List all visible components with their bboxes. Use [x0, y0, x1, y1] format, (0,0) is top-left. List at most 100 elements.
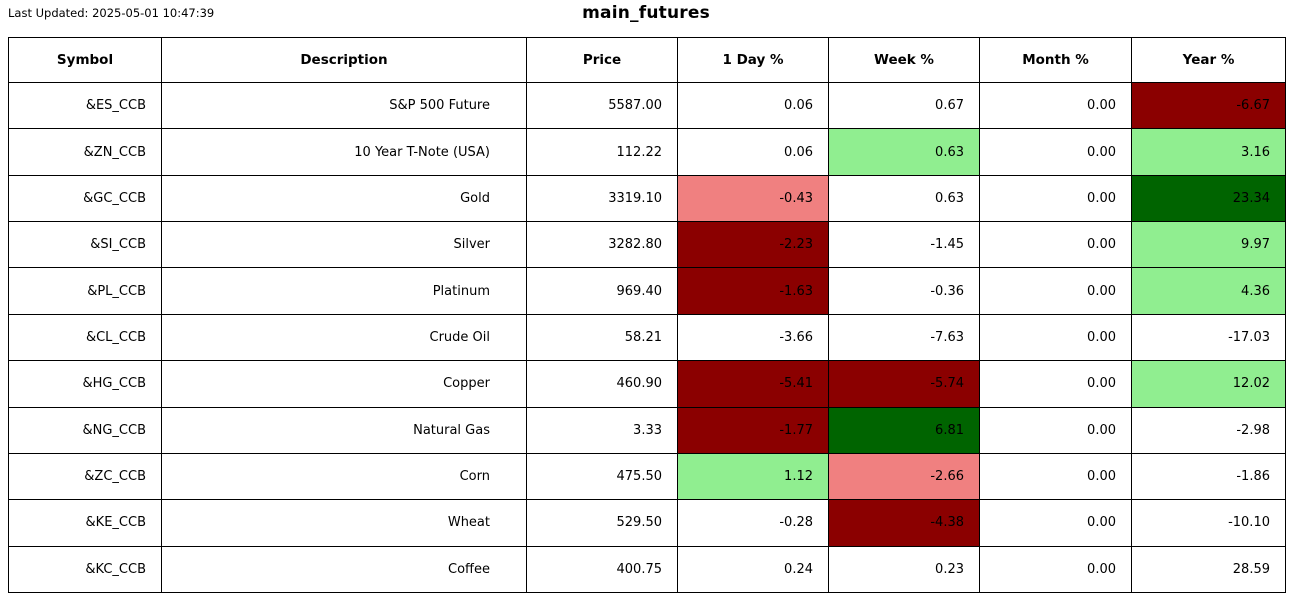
cell-symbol: &CL_CCB — [8, 313, 162, 362]
cell-year-pct: 23.34 — [1131, 174, 1286, 223]
cell-week-pct: 0.63 — [828, 128, 980, 176]
cell-week-pct: 0.23 — [828, 545, 980, 594]
cell-price: 460.90 — [526, 360, 678, 408]
cell-description: Silver — [161, 221, 527, 269]
cell-year-pct: 28.59 — [1131, 545, 1286, 594]
cell-year-pct: -1.86 — [1131, 452, 1286, 501]
cell-price: 3319.10 — [526, 174, 678, 223]
cell-price: 475.50 — [526, 452, 678, 501]
column-header-symbol: Symbol — [8, 37, 162, 83]
cell-description: Corn — [161, 452, 527, 501]
cell-day-pct: -0.28 — [677, 499, 829, 547]
table-row: &GC_CCB Gold 3319.10 -0.43 0.63 0.00 23.34 — [8, 174, 1286, 223]
cell-week-pct: -2.66 — [828, 452, 980, 501]
cell-year-pct: 12.02 — [1131, 360, 1286, 408]
cell-symbol: &HG_CCB — [8, 360, 162, 408]
cell-month-pct: 0.00 — [979, 313, 1132, 362]
cell-month-pct: 0.00 — [979, 406, 1132, 454]
cell-price: 400.75 — [526, 545, 678, 594]
cell-month-pct: 0.00 — [979, 545, 1132, 594]
cell-year-pct: -2.98 — [1131, 406, 1286, 454]
cell-symbol: &ES_CCB — [8, 81, 162, 130]
page-title: main_futures — [582, 3, 710, 23]
cell-year-pct: -6.67 — [1131, 81, 1286, 130]
column-header-description: Description — [161, 37, 527, 83]
cell-year-pct: -10.10 — [1131, 499, 1286, 547]
cell-day-pct: 0.24 — [677, 545, 829, 594]
cell-year-pct: 9.97 — [1131, 221, 1286, 269]
cell-week-pct: -1.45 — [828, 221, 980, 269]
cell-price: 5587.00 — [526, 81, 678, 130]
cell-symbol: &NG_CCB — [8, 406, 162, 454]
cell-symbol: &KE_CCB — [8, 499, 162, 547]
cell-week-pct: 6.81 — [828, 406, 980, 454]
cell-description: Platinum — [161, 267, 527, 315]
cell-day-pct: -1.77 — [677, 406, 829, 454]
cell-month-pct: 0.00 — [979, 128, 1132, 176]
last-updated-timestamp: Last Updated: 2025-05-01 10:47:39 — [8, 6, 215, 20]
cell-day-pct: 0.06 — [677, 81, 829, 130]
column-header-month-pct: Month % — [979, 37, 1132, 83]
cell-day-pct: -0.43 — [677, 174, 829, 223]
cell-month-pct: 0.00 — [979, 360, 1132, 408]
cell-week-pct: -4.38 — [828, 499, 980, 547]
cell-description: S&P 500 Future — [161, 81, 527, 130]
cell-month-pct: 0.00 — [979, 221, 1132, 269]
cell-price: 3282.80 — [526, 221, 678, 269]
table-row: &KC_CCB Coffee 400.75 0.24 0.23 0.00 28.59 — [8, 545, 1286, 594]
cell-day-pct: -1.63 — [677, 267, 829, 315]
table-row: &KE_CCB Wheat 529.50 -0.28 -4.38 0.00 -10.10 — [8, 499, 1286, 547]
cell-symbol: &PL_CCB — [8, 267, 162, 315]
table-row: &ZC_CCB Corn 475.50 1.12 -2.66 0.00 -1.86 — [8, 452, 1286, 501]
cell-week-pct: -5.74 — [828, 360, 980, 408]
futures-table-body: &ES_CCB S&P 500 Future 5587.00 0.06 0.67 0.00… — [8, 81, 1286, 594]
cell-price: 58.21 — [526, 313, 678, 362]
cell-description: Wheat — [161, 499, 527, 547]
cell-description: Copper — [161, 360, 527, 408]
cell-month-pct: 0.00 — [979, 499, 1132, 547]
table-row: &CL_CCB Crude Oil 58.21 -3.66 -7.63 0.00 -17.0… — [8, 313, 1286, 362]
cell-week-pct: 0.67 — [828, 81, 980, 130]
cell-description: Coffee — [161, 545, 527, 594]
cell-symbol: &ZC_CCB — [8, 452, 162, 501]
cell-symbol: &ZN_CCB — [8, 128, 162, 176]
column-header-year-pct: Year % — [1131, 37, 1286, 83]
cell-week-pct: 0.63 — [828, 174, 980, 223]
cell-year-pct: 4.36 — [1131, 267, 1286, 315]
cell-symbol: &SI_CCB — [8, 221, 162, 269]
cell-description: Natural Gas — [161, 406, 527, 454]
cell-description: Crude Oil — [161, 313, 527, 362]
cell-month-pct: 0.00 — [979, 267, 1132, 315]
cell-day-pct: -3.66 — [677, 313, 829, 362]
column-header-day-pct: 1 Day % — [677, 37, 829, 83]
cell-description: Gold — [161, 174, 527, 223]
cell-month-pct: 0.00 — [979, 81, 1132, 130]
table-row: &PL_CCB Platinum 969.40 -1.63 -0.36 0.00 4.36 — [8, 267, 1286, 315]
cell-description: 10 Year T-Note (USA) — [161, 128, 527, 176]
cell-day-pct: -5.41 — [677, 360, 829, 408]
cell-price: 112.22 — [526, 128, 678, 176]
table-row: &ES_CCB S&P 500 Future 5587.00 0.06 0.67 0.00… — [8, 81, 1286, 130]
cell-month-pct: 0.00 — [979, 452, 1132, 501]
cell-symbol: &GC_CCB — [8, 174, 162, 223]
cell-day-pct: 0.06 — [677, 128, 829, 176]
cell-price: 3.33 — [526, 406, 678, 454]
column-header-week-pct: Week % — [828, 37, 980, 83]
cell-day-pct: 1.12 — [677, 452, 829, 501]
table-header: Symbol Description Price 1 Day % Week % Month… — [8, 37, 1286, 83]
cell-week-pct: -7.63 — [828, 313, 980, 362]
cell-symbol: &KC_CCB — [8, 545, 162, 594]
column-header-price: Price — [526, 37, 678, 83]
cell-year-pct: 3.16 — [1131, 128, 1286, 176]
table-row: &SI_CCB Silver 3282.80 -2.23 -1.45 0.00 9.97 — [8, 221, 1286, 269]
table-row: &NG_CCB Natural Gas 3.33 -1.77 6.81 0.00 -2.98 — [8, 406, 1286, 454]
header-row: Symbol Description Price 1 Day % Week % Month… — [8, 37, 1286, 83]
cell-month-pct: 0.00 — [979, 174, 1132, 223]
cell-week-pct: -0.36 — [828, 267, 980, 315]
table-row: &ZN_CCB 10 Year T-Note (USA) 112.22 0.06 0.6… — [8, 128, 1286, 176]
table-row: &HG_CCB Copper 460.90 -5.41 -5.74 0.00 12.02 — [8, 360, 1286, 408]
cell-price: 529.50 — [526, 499, 678, 547]
futures-table: Symbol Description Price 1 Day % Week % Month… — [8, 37, 1286, 594]
cell-year-pct: -17.03 — [1131, 313, 1286, 362]
cell-day-pct: -2.23 — [677, 221, 829, 269]
